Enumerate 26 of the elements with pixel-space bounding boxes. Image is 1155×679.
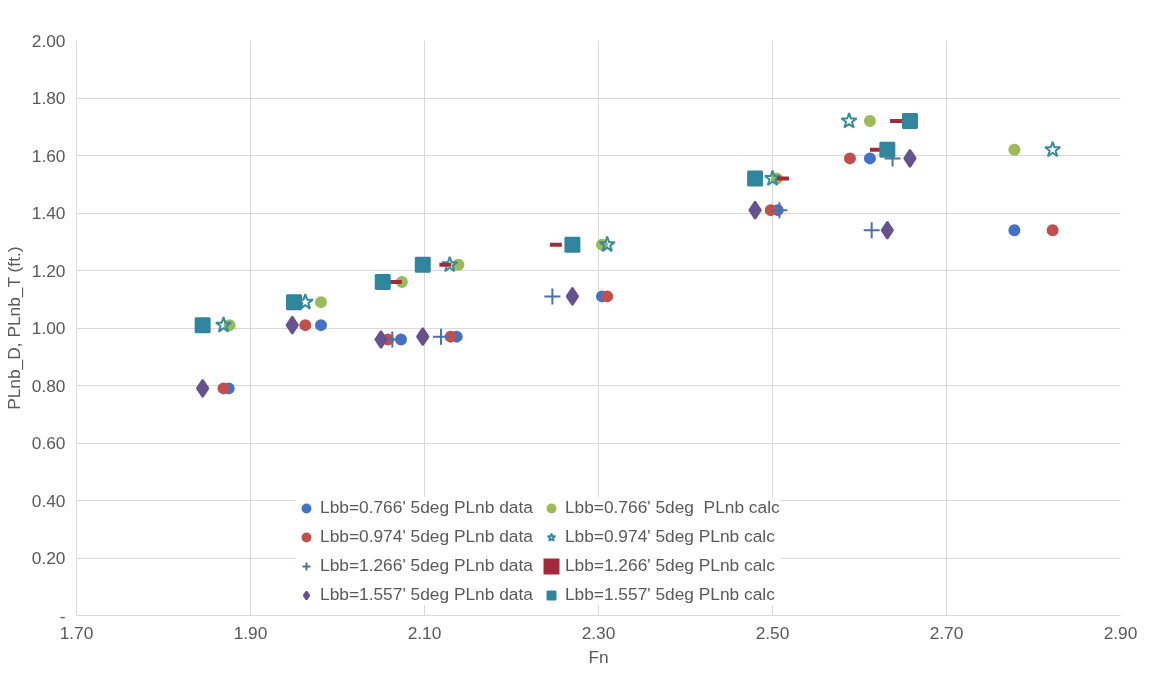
x-tick-label: 2.90 bbox=[1103, 622, 1138, 643]
y-tick-label: 0.60 bbox=[31, 433, 66, 453]
y-tick-label: 1.00 bbox=[31, 318, 66, 338]
legend-label: Lbb=0.766' 5deg PLnb data bbox=[320, 497, 533, 518]
x-tick-label: 2.70 bbox=[929, 622, 964, 643]
x-tick-label: 2.10 bbox=[407, 622, 442, 643]
x-tick-label: 2.30 bbox=[581, 622, 616, 643]
y-tick-label: 1.40 bbox=[31, 203, 66, 223]
legend-label: Lbb=0.974' 5deg PLnb calc bbox=[564, 526, 775, 547]
legend-label: Lbb=1.557' 5deg PLnb calc bbox=[564, 584, 775, 605]
legend-label: Lbb=0.974' 5deg PLnb data bbox=[320, 526, 533, 547]
y-tick-label: 1.20 bbox=[31, 260, 66, 281]
y-tick-label: 0.20 bbox=[31, 548, 66, 568]
y-tick-label: 0.40 bbox=[31, 490, 66, 511]
legend-label: Lbb=1.266' 5deg PLnb data bbox=[320, 555, 533, 576]
x-tick-label: 1.90 bbox=[233, 622, 268, 643]
x-tick-label: 2.50 bbox=[755, 622, 790, 643]
legend-label: Lbb=1.557' 5deg PLnb data bbox=[320, 584, 533, 605]
y-tick-label: 2.00 bbox=[31, 30, 66, 51]
x-axis-title: Fn bbox=[588, 646, 609, 667]
legend-label: Lbb=0.766' 5deg PLnb calc bbox=[564, 497, 780, 518]
y-tick-label: 1.60 bbox=[31, 145, 66, 166]
y-axis-title: PLnb_D, PLnb_T (ft.) bbox=[3, 246, 24, 410]
legend-label: Lbb=1.266' 5deg PLnb calc bbox=[564, 555, 775, 576]
y-tick-label: 1.80 bbox=[31, 88, 66, 108]
y-tick-label: 0.80 bbox=[31, 375, 66, 396]
